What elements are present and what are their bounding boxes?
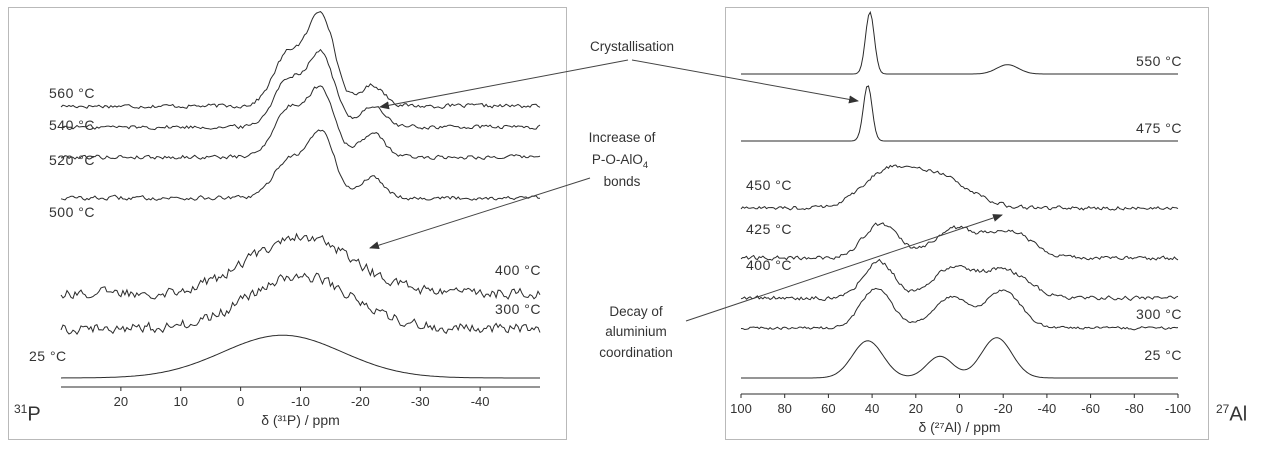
p31-x-tick-label: -10 xyxy=(291,394,310,409)
p31-x-tick-label: 20 xyxy=(114,394,128,409)
al27-x-tick-label: 20 xyxy=(909,401,923,416)
al27-x-tick-label: -80 xyxy=(1125,401,1144,416)
al27-temp-label-25c: 25 °C xyxy=(1144,347,1182,363)
increase-arrow xyxy=(369,177,591,250)
al27-trace-425c xyxy=(740,222,1179,261)
p31-trace-400c xyxy=(60,232,541,300)
al27-trace-450c xyxy=(740,164,1179,211)
al27-temp-label-425c: 425 °C xyxy=(746,221,792,237)
p31-trace-25c xyxy=(60,334,540,379)
al27-x-tick-label: -60 xyxy=(1081,401,1100,416)
p31-temp-label-560c: 560 °C xyxy=(49,85,95,101)
al27-chart: 550 °C 475 °C 450 °C 425 °C 400 °C 300 °C 25 °… xyxy=(730,10,1191,435)
al27-x-tick-label: 80 xyxy=(777,401,791,416)
p31-trace-540c xyxy=(60,48,541,131)
p31-x-tick-label: 10 xyxy=(174,394,188,409)
p31-x-axis-title: δ (³¹P) / ppm xyxy=(261,412,340,428)
al27-temp-label-475c: 475 °C xyxy=(1136,120,1182,136)
decay-annotation-line3: coordination xyxy=(599,345,673,360)
p31-x-tick-label: -20 xyxy=(351,394,370,409)
al27-trace-400c xyxy=(740,258,1179,302)
al27-traces xyxy=(740,10,1179,379)
p31-x-tick-label: -30 xyxy=(411,394,430,409)
al27-x-tick-label: -100 xyxy=(1165,401,1191,416)
increase-annotation-line2: P-O-AlO4 xyxy=(592,152,648,171)
p31-nucleus-label: 31P xyxy=(14,402,41,426)
al27-temp-label-450c: 450 °C xyxy=(746,177,792,193)
al27-trace-475c xyxy=(741,85,1178,142)
al27-x-tick-label: 100 xyxy=(730,401,752,416)
p31-trace-300c xyxy=(60,272,541,335)
p31-temp-label-500c: 500 °C xyxy=(49,204,95,220)
p31-temp-label-540c: 540 °C xyxy=(49,117,95,133)
al27-x-tick-label: 40 xyxy=(865,401,879,416)
p31-x-tick-label: 0 xyxy=(237,394,244,409)
al27-spectra-panel: 550 °C 475 °C 450 °C 425 °C 400 °C 300 °C 25 °… xyxy=(725,7,1209,440)
al27-trace-550c xyxy=(741,10,1178,75)
al27-x-tick-label: 0 xyxy=(956,401,963,416)
p31-trace-520c xyxy=(60,85,541,160)
p31-temp-label-400c: 400 °C xyxy=(495,262,541,278)
crystallisation-arrow-al27 xyxy=(631,59,859,104)
crystallisation-annotation: Crystallisation xyxy=(590,39,674,54)
p31-trace-500c xyxy=(60,129,541,201)
p31-traces xyxy=(60,11,541,379)
al27-temp-label-550c: 550 °C xyxy=(1136,53,1182,69)
decay-arrow xyxy=(685,214,1003,322)
p31-temp-label-300c: 300 °C xyxy=(495,301,541,317)
crystallisation-arrow-p31 xyxy=(379,59,629,110)
p31-spectra-panel: 560 °C 540 °C 520 °C 500 °C 400 °C 300 °C 25 °… xyxy=(8,7,567,440)
increase-annotation-line1: Increase of xyxy=(589,130,656,145)
al27-temp-label-400c: 400 °C xyxy=(746,257,792,273)
p31-x-tick-label: -40 xyxy=(471,394,490,409)
al27-nucleus-label: 27Al xyxy=(1216,402,1248,426)
p31-trace-560c xyxy=(60,11,541,109)
decay-annotation-line2: aluminium xyxy=(605,324,667,339)
al27-trace-300c xyxy=(740,287,1179,331)
increase-annotation-line3: bonds xyxy=(604,174,641,189)
p31-chart: 560 °C 540 °C 520 °C 500 °C 400 °C 300 °C 25 °… xyxy=(29,11,541,428)
al27-x-tick-label: -40 xyxy=(1038,401,1057,416)
al27-trace-25c xyxy=(741,337,1178,379)
al27-x-tick-label: -20 xyxy=(994,401,1013,416)
al27-x-axis-title: δ (²⁷Al) / ppm xyxy=(918,419,1000,435)
p31-temp-label-520c: 520 °C xyxy=(49,152,95,168)
al27-x-tick-label: 60 xyxy=(821,401,835,416)
decay-annotation-line1: Decay of xyxy=(609,304,663,319)
al27-temp-label-300c: 300 °C xyxy=(1136,306,1182,322)
p31-temp-label-25c: 25 °C xyxy=(29,348,67,364)
